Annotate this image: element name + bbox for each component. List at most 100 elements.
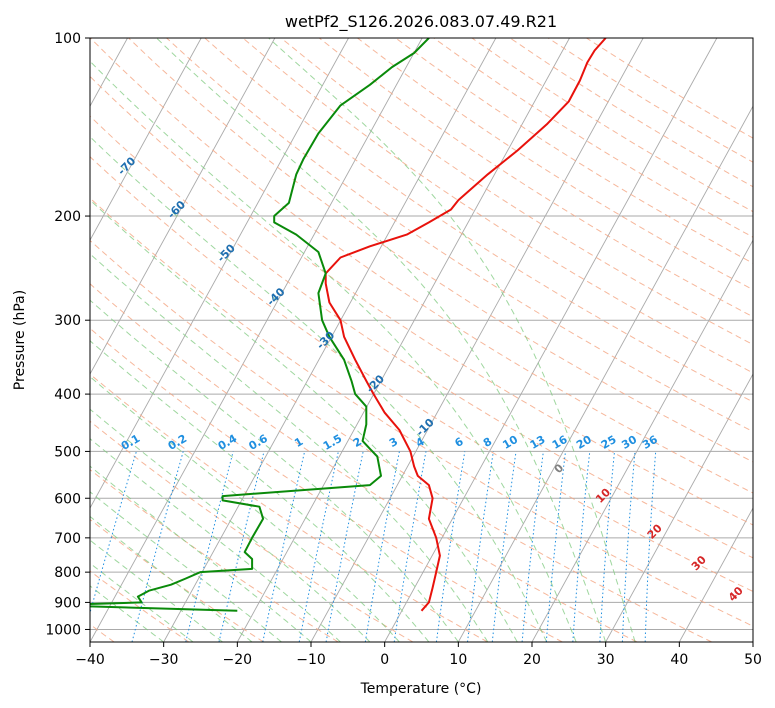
y-tick-label: 1000 xyxy=(45,622,81,638)
mixing-ratio-line xyxy=(218,451,265,642)
x-tick-label: −20 xyxy=(223,652,253,668)
moist-adiabat-line xyxy=(156,38,607,642)
y-tick-label: 400 xyxy=(54,387,81,403)
moist-adiabat-line xyxy=(90,408,371,642)
y-axis-ticks: 100 200 300 400 500 600 700 800 900 1000 xyxy=(45,31,90,638)
moist-adiabat-line xyxy=(90,438,341,642)
dry-adiabat-line xyxy=(90,75,753,526)
mixing-ratio-line xyxy=(262,451,306,642)
y-tick-label: 200 xyxy=(54,209,81,225)
isotherm-line xyxy=(236,38,570,642)
moist-adiabat-line xyxy=(90,136,548,642)
mixing-ratio-label: 6 xyxy=(452,435,465,450)
dry-adiabat-label: 30 xyxy=(689,553,709,573)
isotherm-line xyxy=(90,38,423,642)
isotherm-line xyxy=(163,38,497,642)
mixing-ratio-label: 0.4 xyxy=(216,432,240,453)
y-axis-label: Pressure (hPa) xyxy=(12,290,28,390)
x-tick-label: 50 xyxy=(744,652,762,668)
dry-adiabat-line xyxy=(242,38,753,374)
isotherm-line xyxy=(90,38,202,242)
dry-adiabat-line xyxy=(395,38,753,264)
moist-adiabat-line xyxy=(90,491,282,642)
isotherm-line xyxy=(310,38,644,642)
moist-adiabat-line xyxy=(90,299,459,642)
temperature-profile-line xyxy=(324,38,607,612)
mixing-ratio-label: 13 xyxy=(528,433,548,452)
dry-adiabat-line xyxy=(90,570,190,642)
isotherm-line xyxy=(752,641,753,642)
isotherm-line xyxy=(457,105,753,642)
dry-adiabat-line xyxy=(90,327,563,642)
mixing-ratio-label: 10 xyxy=(500,433,520,452)
dry-adiabat-line xyxy=(90,239,712,642)
dry-adiabat-line xyxy=(318,38,753,318)
isotherm-line xyxy=(678,507,753,642)
mixing-ratio-label: 0.2 xyxy=(166,432,189,453)
y-tick-label: 800 xyxy=(54,565,81,581)
moist-adiabat-line xyxy=(90,562,194,642)
mixing-ratio-line xyxy=(185,451,234,642)
x-tick-label: 40 xyxy=(670,652,688,668)
mixing-ratio-line xyxy=(298,451,339,642)
moist-adiabat-line xyxy=(90,340,430,642)
dry-adiabat-line xyxy=(280,38,753,346)
dry-adiabat-line xyxy=(90,156,753,593)
dry-adiabat-line xyxy=(90,38,753,494)
mixing-ratio-line xyxy=(393,451,427,642)
moist-adiabat-line xyxy=(90,60,577,642)
profile-curves xyxy=(90,38,607,612)
y-tick-label: 500 xyxy=(54,444,81,460)
y-tick-label: 100 xyxy=(54,31,81,47)
dry-adiabat-line xyxy=(90,518,264,642)
mixing-ratio-label: 3 xyxy=(387,435,400,450)
moist-adiabat-line xyxy=(90,253,489,642)
dewpoint-profile-line xyxy=(90,38,430,612)
mixing-ratio-line xyxy=(90,451,137,615)
dry-adiabat-line xyxy=(357,38,753,291)
isotherm-line xyxy=(90,38,276,376)
x-tick-label: −40 xyxy=(75,652,105,668)
x-axis-label: Temperature (°C) xyxy=(360,681,482,697)
dry-adiabat-label: 10 xyxy=(593,486,613,506)
mixing-ratio-label: 1.5 xyxy=(321,432,344,453)
plot-frame xyxy=(89,37,754,643)
mixing-ratio-line xyxy=(621,451,636,642)
x-tick-label: 0 xyxy=(380,652,389,668)
mixing-ratio-label: 30 xyxy=(619,433,639,452)
dry-adiabat-line xyxy=(90,420,414,642)
mixing-ratio-label: 16 xyxy=(550,433,570,452)
mixing-ratio-label: 0.6 xyxy=(247,432,271,453)
isotherm-line xyxy=(384,38,718,642)
y-tick-label: 700 xyxy=(54,531,81,547)
x-tick-label: −30 xyxy=(149,652,179,668)
moist-adiabat-line xyxy=(90,539,223,642)
mixing-ratio-line xyxy=(467,451,494,642)
mixing-ratio-line xyxy=(491,451,517,642)
dry-adiabat-line xyxy=(204,38,753,403)
mixing-ratio-label: 1 xyxy=(292,435,305,450)
background-lines xyxy=(90,38,753,642)
isotherm-line xyxy=(605,373,753,642)
x-tick-label: 30 xyxy=(597,652,615,668)
moist-adiabat-line xyxy=(90,199,518,642)
x-tick-label: 10 xyxy=(449,652,467,668)
isotherm-line xyxy=(90,38,349,509)
dry-adiabat-label: 20 xyxy=(645,521,665,541)
dry-adiabat-line xyxy=(90,115,753,559)
mixing-ratio-label: 20 xyxy=(574,433,594,452)
dry-adiabat-line xyxy=(90,197,753,627)
mixing-ratio-label: 2 xyxy=(351,435,364,450)
mixing-ratio-line xyxy=(545,451,566,642)
moist-adiabat-line xyxy=(90,465,312,642)
isotherm-line xyxy=(531,239,753,642)
mixing-ratio-line xyxy=(521,451,544,642)
moist-adiabat-line xyxy=(90,376,400,642)
dry-adiabat-line xyxy=(166,38,753,433)
mixing-ratio-label: 25 xyxy=(599,433,619,452)
mixing-ratio-line xyxy=(131,451,184,642)
mixing-ratio-line xyxy=(435,451,466,642)
y-tick-label: 600 xyxy=(54,491,81,507)
mixing-ratio-label: 8 xyxy=(481,435,494,450)
